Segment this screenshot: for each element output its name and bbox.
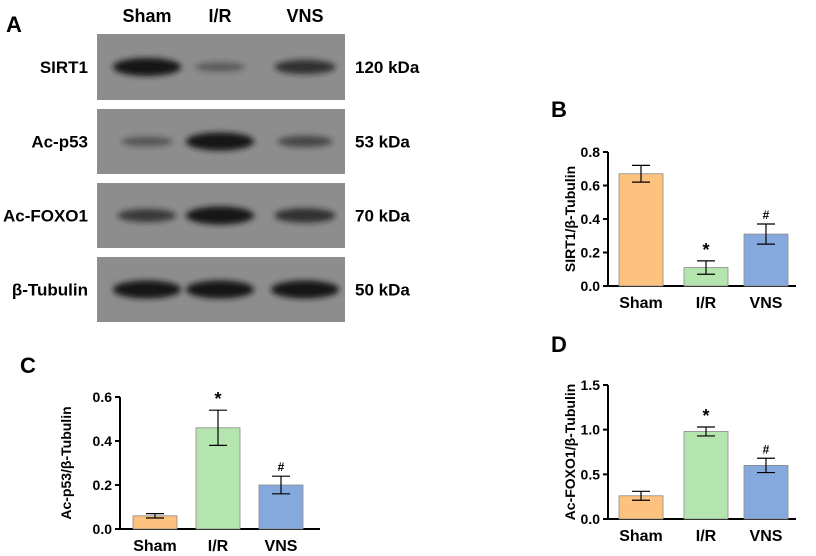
blot-band: [195, 62, 245, 72]
y-tick-label: 0.4: [93, 433, 113, 449]
y-tick-label: 0.5: [581, 466, 601, 482]
kda-label: 120 kDa: [355, 58, 420, 77]
blot-band: [271, 280, 339, 299]
panel-letter-b: B: [551, 97, 567, 122]
x-tick-label-vns: VNS: [750, 528, 783, 545]
chart-panel-c: C 0.0 0.2 0.4 0.6 Ac-p53/β-Tubulin Sham * I/R # VN…: [20, 353, 320, 555]
x-tick-label-sham: Sham: [619, 528, 663, 545]
y-tick-label: 1.5: [581, 377, 601, 393]
blot-band: [113, 58, 181, 76]
y-tick-label: 0.6: [581, 178, 601, 194]
panel-letter-c: C: [20, 353, 36, 378]
protein-label-ac-foxo1: Ac-FOXO1: [3, 207, 88, 226]
x-tick-label-sham: Sham: [133, 538, 177, 555]
lane-label-i-r: I/R: [208, 6, 231, 26]
lane-label-sham: Sham: [122, 6, 171, 26]
y-tick-label: 0.4: [581, 211, 601, 227]
blot-band: [186, 206, 254, 225]
protein-label-sirt1: SIRT1: [40, 58, 88, 77]
blot-row-beta-tubulin: β-Tubulin 50 kDa: [12, 257, 410, 322]
y-tick-label: 0.0: [581, 278, 601, 294]
y-axis-label: Ac-FOXO1/β-Tubulin: [562, 384, 578, 521]
blot-band: [121, 136, 173, 147]
significance-star: *: [702, 240, 709, 260]
significance-star: *: [702, 406, 709, 426]
y-tick-label: 0.8: [581, 144, 601, 160]
bar-i-r: [683, 431, 729, 520]
x-tick-label-i-r: I/R: [696, 528, 717, 545]
x-tick-label-i-r: I/R: [696, 295, 717, 312]
blot-row-ac-foxo1: Ac-FOXO1 70 kDa: [3, 183, 410, 248]
y-tick-label: 0.0: [581, 511, 601, 527]
y-tick-label: 0.2: [93, 477, 113, 493]
y-tick-label: 1.0: [581, 422, 601, 438]
blot-band: [277, 135, 333, 148]
protein-label-ac-p53: Ac-p53: [31, 133, 88, 152]
significance-star: *: [214, 389, 221, 409]
panel-letter-d: D: [551, 332, 567, 357]
significance-hash: #: [763, 442, 770, 456]
y-axis-label: Ac-p53/β-Tubulin: [58, 406, 74, 519]
lane-label-vns: VNS: [286, 6, 323, 26]
blot-band: [186, 280, 254, 299]
chart-panel-d: D 0.0 0.5 1.0 1.5Ac-FOXO1/β-Tubulin Sham * I/R #…: [551, 332, 796, 545]
significance-hash: #: [278, 460, 285, 474]
blot-band: [274, 208, 336, 223]
bar-vns: [743, 464, 789, 520]
panel-letter-a: A: [6, 12, 22, 37]
protein-label-beta-tubulin: β-Tubulin: [12, 281, 88, 300]
significance-hash: #: [763, 208, 770, 222]
y-tick-label: 0.2: [581, 245, 601, 261]
kda-label: 70 kDa: [355, 207, 410, 226]
blot-band: [274, 59, 336, 75]
blot-band: [113, 280, 181, 299]
bar-sham: [618, 173, 664, 287]
y-tick-label: 0.6: [93, 389, 113, 405]
x-tick-label-vns: VNS: [265, 538, 298, 555]
x-tick-label-vns: VNS: [750, 295, 783, 312]
blot-band: [186, 132, 254, 151]
blot-row-ac-p53: Ac-p53 53 kDa: [31, 109, 410, 174]
kda-label: 53 kDa: [355, 133, 410, 152]
blot-band: [117, 208, 177, 223]
x-tick-label-sham: Sham: [619, 295, 663, 312]
y-tick-label: 0.0: [93, 521, 113, 537]
x-tick-label-i-r: I/R: [208, 538, 229, 555]
blot-row-sirt1: SIRT1 120 kDa: [40, 34, 420, 100]
kda-label: 50 kDa: [355, 281, 410, 300]
y-axis-label: SIRT1/β-Tubulin: [562, 166, 578, 272]
